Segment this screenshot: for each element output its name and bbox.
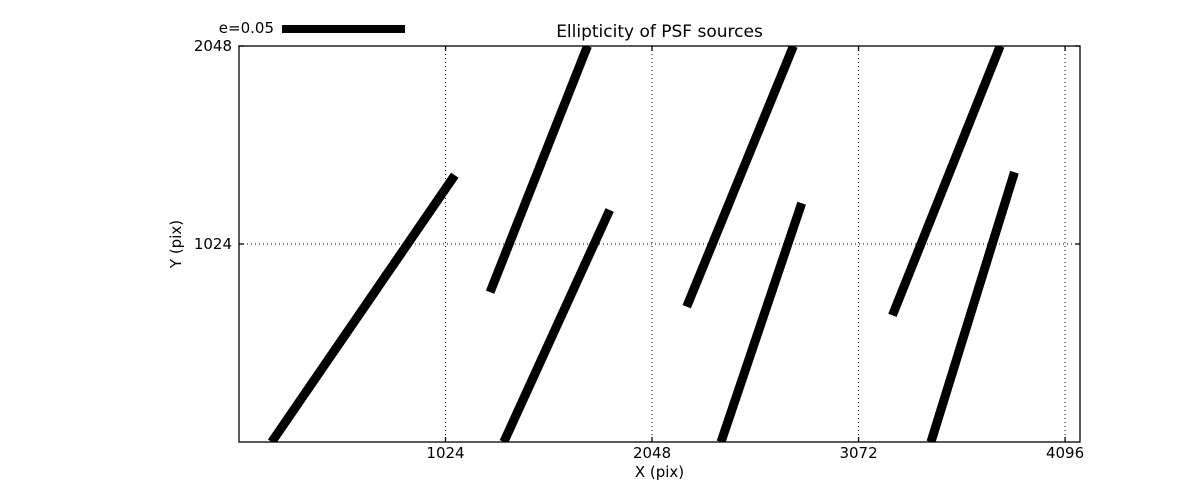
whisker-segment bbox=[267, 172, 459, 442]
x-axis-label: X (pix) bbox=[634, 463, 685, 481]
chart-title: Ellipticity of PSF sources bbox=[556, 22, 763, 42]
whisker-segment bbox=[888, 46, 1005, 318]
x-tick-label: 2048 bbox=[632, 444, 672, 462]
y-tick-label: 1024 bbox=[193, 235, 232, 253]
whisker-segment bbox=[485, 46, 592, 294]
whisker-segment bbox=[716, 201, 806, 442]
tick-marks bbox=[239, 45, 1080, 442]
x-tick-label: 3072 bbox=[839, 444, 878, 462]
legend-label: e=0.05 bbox=[218, 19, 274, 37]
whisker-segments bbox=[267, 46, 1019, 442]
x-tick-label: 4096 bbox=[1045, 444, 1085, 462]
x-tick-label: 1024 bbox=[426, 444, 465, 462]
y-tick-label: 2048 bbox=[193, 37, 232, 55]
whisker-segment bbox=[499, 208, 614, 442]
whisker-segment bbox=[926, 170, 1019, 442]
whisker-segment bbox=[682, 46, 798, 309]
